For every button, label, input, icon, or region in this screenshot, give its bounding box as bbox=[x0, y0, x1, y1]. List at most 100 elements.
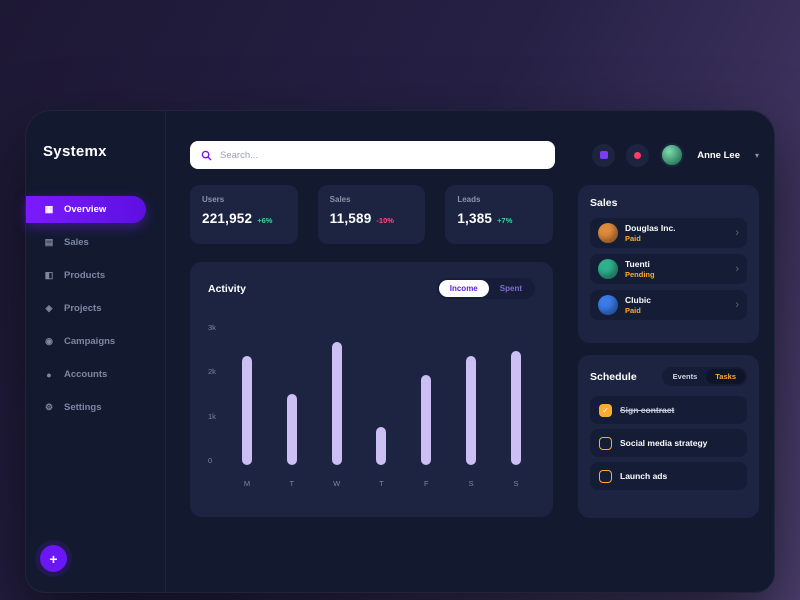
chart-bar[interactable] bbox=[376, 427, 387, 465]
sidebar-item-label: Accounts bbox=[64, 369, 108, 380]
task-checkbox[interactable] bbox=[599, 469, 612, 483]
schedule-panel: Schedule Events Tasks ✓ Sign contract Socia… bbox=[578, 355, 759, 518]
sidebar-menu: ▦ Overview ▤ Sales ◧ Products ◈ Projects ◉ Campai… bbox=[26, 196, 165, 421]
stat-value: 11,589 bbox=[329, 211, 372, 226]
x-tick-label: S bbox=[468, 479, 474, 488]
tab-events[interactable]: Events bbox=[664, 369, 707, 384]
x-tick-label: W bbox=[333, 479, 341, 488]
dashboard-body: Users 221,952 +6% Sales 11,589 -10% Leads 1,385… bbox=[190, 185, 759, 518]
search-input[interactable] bbox=[220, 149, 544, 161]
sales-title: Sales bbox=[590, 197, 618, 209]
task-checkbox[interactable]: ✓ bbox=[599, 403, 612, 417]
chevron-right-icon: › bbox=[735, 227, 739, 239]
toggle-spent[interactable]: Spent bbox=[489, 280, 533, 297]
task-label: Sign contract bbox=[620, 405, 675, 415]
chart-bar[interactable] bbox=[421, 375, 432, 465]
stat-label: Leads bbox=[457, 195, 481, 204]
chart-column: S bbox=[510, 323, 521, 488]
chart-column: T bbox=[286, 323, 297, 488]
stat-value: 1,385 bbox=[457, 211, 493, 226]
task-list: ✓ Sign contract Social media strategy Launc… bbox=[590, 396, 747, 490]
stat-card-users: Users 221,952 +6% bbox=[190, 185, 298, 244]
task-item[interactable]: Social media strategy bbox=[590, 429, 747, 457]
chart-column: S bbox=[466, 323, 477, 488]
right-column: Sales Douglas Inc. Paid › Tuenti Pending › Clu… bbox=[578, 185, 759, 518]
bar-area bbox=[421, 323, 432, 465]
dashboard-window: Systemx ▦ Overview ▤ Sales ◧ Products ◈ Project… bbox=[25, 110, 775, 593]
sidebar-item-settings[interactable]: ⚙ Settings bbox=[26, 394, 146, 421]
schedule-title: Schedule bbox=[590, 370, 637, 383]
bar-area bbox=[242, 323, 252, 465]
activity-title: Activity bbox=[208, 282, 246, 295]
client-avatar bbox=[598, 259, 618, 279]
search-bar[interactable] bbox=[190, 141, 555, 169]
sidebar-item-label: Overview bbox=[64, 204, 107, 215]
client-name: Douglas Inc. bbox=[625, 223, 676, 233]
x-tick-label: S bbox=[513, 479, 519, 488]
task-label: Social media strategy bbox=[620, 438, 708, 448]
sale-texts: Douglas Inc. Paid bbox=[625, 223, 676, 243]
left-column: Users 221,952 +6% Sales 11,589 -10% Leads 1,385… bbox=[190, 185, 554, 518]
sidebar-item-products[interactable]: ◧ Products bbox=[26, 262, 146, 289]
sidebar-item-sales[interactable]: ▤ Sales bbox=[26, 229, 146, 256]
chevron-down-icon[interactable]: ▾ bbox=[754, 150, 759, 160]
add-fab-button[interactable]: + bbox=[40, 545, 67, 572]
user-name: Anne Lee bbox=[697, 149, 740, 161]
user-avatar[interactable] bbox=[660, 143, 685, 167]
stat-value-row: 1,385 +7% bbox=[457, 211, 541, 226]
activity-chart: 3k 2k 1k 0 M T W T F S S bbox=[208, 323, 535, 488]
chart-column: M bbox=[242, 323, 252, 488]
chart-column: T bbox=[376, 323, 387, 488]
stat-value-row: 11,589 -10% bbox=[330, 211, 414, 226]
apps-button[interactable] bbox=[592, 143, 616, 167]
y-tick-label: 3k bbox=[208, 323, 216, 332]
sidebar-item-label: Products bbox=[64, 270, 106, 281]
topbar: Anne Lee ▾ bbox=[190, 141, 759, 169]
sidebar-item-projects[interactable]: ◈ Projects bbox=[26, 295, 146, 322]
sidebar-item-overview[interactable]: ▦ Overview bbox=[26, 196, 146, 223]
sidebar-item-label: Sales bbox=[64, 237, 89, 248]
chart-bar[interactable] bbox=[510, 351, 521, 465]
main-content: Anne Lee ▾ Users 221,952 +6% Sales 11,589 -10… bbox=[167, 111, 774, 592]
stat-card-leads: Leads 1,385 +7% bbox=[445, 185, 554, 244]
chart-bar[interactable] bbox=[242, 356, 252, 465]
client-name: Clubic bbox=[625, 295, 651, 305]
chart-icon: ▤ bbox=[44, 237, 54, 247]
apps-icon bbox=[599, 151, 608, 159]
sales-list-item[interactable]: Douglas Inc. Paid › bbox=[590, 218, 747, 248]
stat-trend: +6% bbox=[257, 216, 273, 225]
sidebar-item-label: Campaigns bbox=[64, 336, 116, 347]
x-tick-label: T bbox=[379, 479, 384, 488]
sidebar-item-label: Settings bbox=[64, 402, 102, 413]
sidebar-item-label: Projects bbox=[64, 303, 102, 314]
chevron-right-icon: › bbox=[735, 263, 739, 275]
tab-tasks[interactable]: Tasks bbox=[706, 369, 745, 384]
sales-list-item[interactable]: Clubic Paid › bbox=[590, 290, 747, 320]
chart-column: W bbox=[331, 323, 342, 488]
task-item[interactable]: Launch ads bbox=[590, 462, 747, 490]
task-item[interactable]: ✓ Sign contract bbox=[590, 396, 747, 424]
sales-list-item[interactable]: Tuenti Pending › bbox=[590, 254, 747, 284]
bar-area bbox=[376, 323, 387, 465]
chart-bar[interactable] bbox=[286, 394, 297, 465]
task-checkbox[interactable] bbox=[599, 436, 612, 450]
client-avatar bbox=[598, 223, 618, 243]
x-tick-label: F bbox=[424, 479, 429, 488]
notifications-button[interactable] bbox=[626, 143, 650, 167]
chart-column: F bbox=[421, 323, 432, 488]
chart-bar[interactable] bbox=[466, 356, 477, 465]
sale-texts: Tuenti Pending bbox=[625, 259, 655, 279]
sidebar-item-campaigns[interactable]: ◉ Campaigns bbox=[26, 328, 146, 355]
sidebar-item-accounts[interactable]: ● Accounts bbox=[26, 361, 146, 388]
chart-bar[interactable] bbox=[331, 342, 342, 465]
toggle-income[interactable]: Income bbox=[438, 280, 489, 297]
stats-row: Users 221,952 +6% Sales 11,589 -10% Leads 1,385… bbox=[190, 185, 554, 244]
bar-area bbox=[286, 323, 297, 465]
y-tick-label: 0 bbox=[208, 455, 213, 465]
gear-icon: ⚙ bbox=[44, 402, 54, 412]
sales-panel: Sales Douglas Inc. Paid › Tuenti Pending › Clu… bbox=[578, 185, 759, 343]
stat-trend: +7% bbox=[497, 216, 513, 225]
topbar-actions: Anne Lee ▾ bbox=[592, 143, 759, 167]
